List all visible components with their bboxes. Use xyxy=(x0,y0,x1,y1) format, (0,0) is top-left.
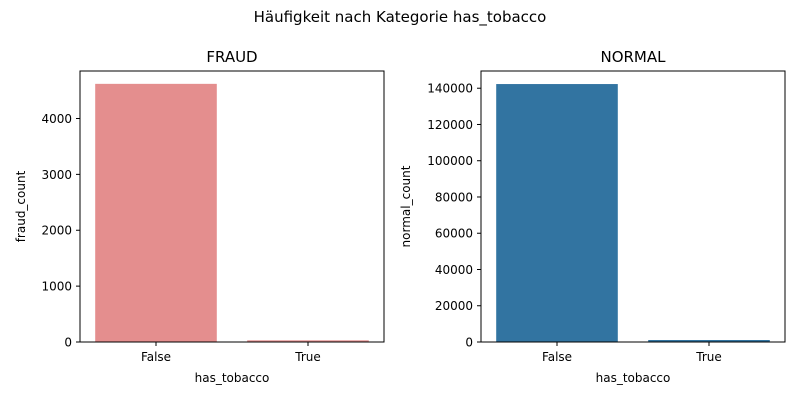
axes-frame xyxy=(79,70,385,343)
y-tick-label: 100000 xyxy=(427,154,473,168)
y-tick-label: 80000 xyxy=(435,190,473,204)
chart-panels: False True 0 1000 2000 3000 4000 FRAUD has_tobac… xyxy=(14,48,786,385)
y-tick-label: 140000 xyxy=(427,82,473,96)
x-tick-label: False xyxy=(542,350,572,364)
x-axis-label: has_tobacco xyxy=(195,371,270,385)
y-tick-label: 1000 xyxy=(41,280,72,294)
chart-fraud: False True 0 1000 2000 3000 4000 FRAUD has_tobac… xyxy=(14,48,385,385)
y-tick-label: 120000 xyxy=(427,118,473,132)
y-tick-label: 0 xyxy=(465,336,473,350)
y-tick-label: 0 xyxy=(64,336,72,350)
figure-title: Häufigkeit nach Kategorie has_tobacco xyxy=(254,8,547,27)
bar-normal-true xyxy=(648,340,770,342)
x-tick-label: True xyxy=(294,350,321,364)
bar-fraud-true xyxy=(247,340,369,342)
x-tick-label: True xyxy=(695,350,722,364)
chart-title: NORMAL xyxy=(600,48,666,66)
y-tick-label: 60000 xyxy=(435,227,473,241)
y-axis-label: normal_count xyxy=(399,165,413,247)
x-axis-label: has_tobacco xyxy=(596,371,671,385)
chart-normal: False True 0 20000 40000 60000 80000 100000 1200… xyxy=(399,48,786,385)
bar-fraud-false xyxy=(95,83,217,342)
y-tick-label: 2000 xyxy=(41,224,72,238)
x-tick-label: False xyxy=(141,350,171,364)
axes-frame xyxy=(480,70,786,343)
chart-title: FRAUD xyxy=(206,48,257,66)
bar-normal-false xyxy=(496,84,618,342)
y-axis-label: fraud_count xyxy=(14,170,28,242)
y-tick-label: 3000 xyxy=(41,168,72,182)
y-tick-label: 40000 xyxy=(435,263,473,277)
y-tick-label: 4000 xyxy=(41,112,72,126)
y-tick-label: 20000 xyxy=(435,299,473,313)
